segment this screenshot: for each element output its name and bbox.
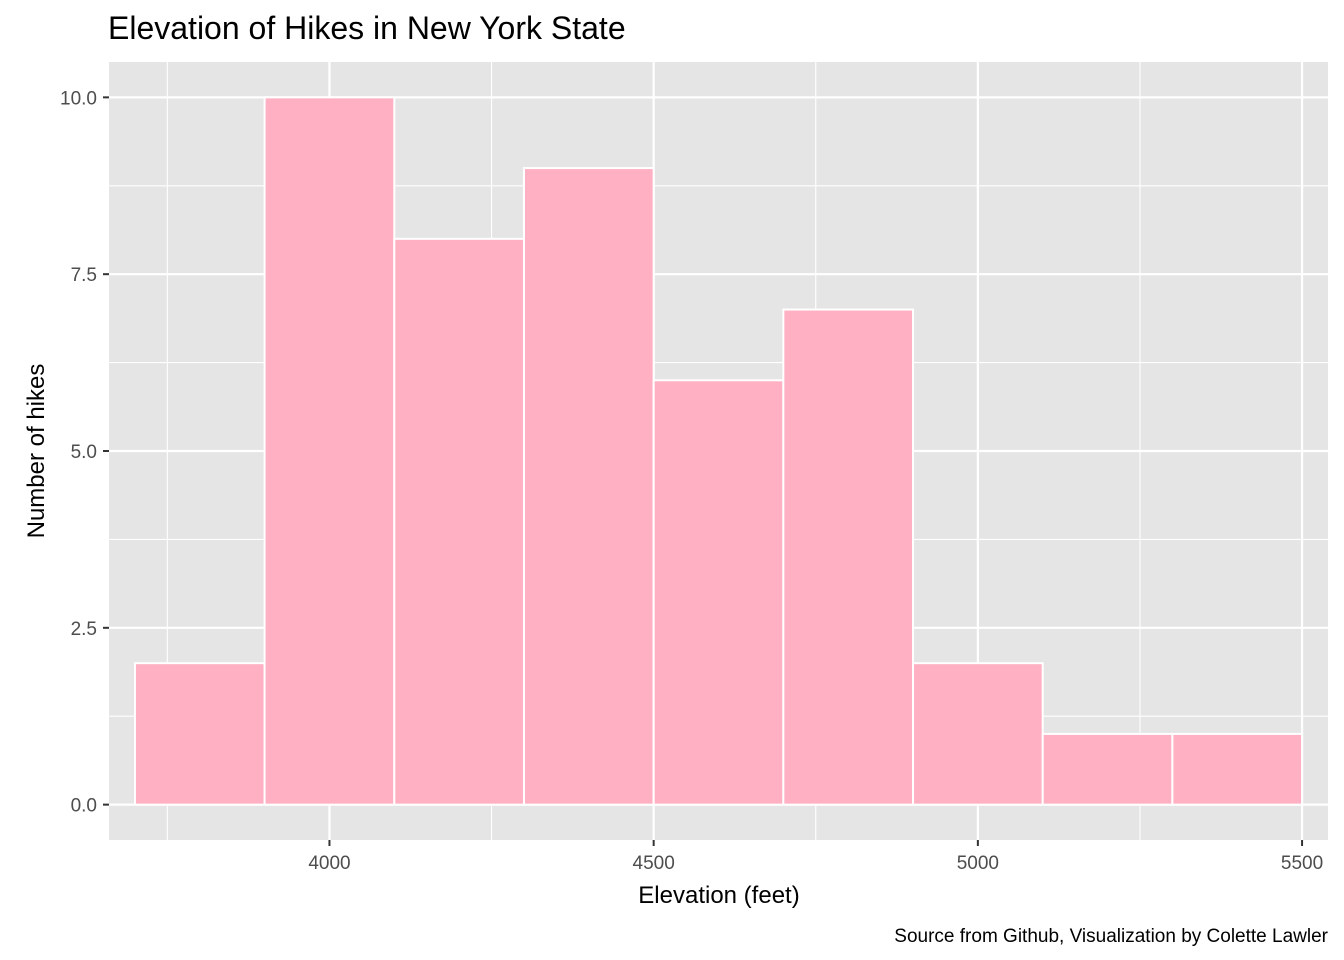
chart-caption: Source from Github, Visualization by Col… <box>894 926 1328 947</box>
histogram-bar <box>1171 732 1304 806</box>
x-tick-label: 5000 <box>957 853 999 874</box>
histogram-bar <box>912 662 1044 806</box>
chart-title: Elevation of Hikes in New York State <box>108 10 626 46</box>
y-tick-label: 10.0 <box>60 88 97 109</box>
histogram-bar <box>393 237 525 806</box>
histogram-bar <box>263 96 396 806</box>
x-tick-label: 4500 <box>633 853 675 874</box>
histogram-bar <box>133 662 266 806</box>
histogram-bar <box>652 379 785 806</box>
y-tick-label: 2.5 <box>71 619 97 640</box>
y-tick-label: 5.0 <box>71 442 97 463</box>
histogram-bars <box>133 96 1304 806</box>
y-tick-label: 7.5 <box>71 265 97 286</box>
histogram-bar <box>1041 732 1174 806</box>
histogram-bar <box>782 308 915 806</box>
x-tick-label: 4000 <box>308 853 350 874</box>
y-axis: 0.0 2.5 5.0 7.5 10.0 <box>60 88 109 817</box>
histogram-bar <box>522 167 655 806</box>
y-tick-label: 0.0 <box>71 796 97 817</box>
x-tick-label: 5500 <box>1281 853 1323 874</box>
y-axis-title: Number of hikes <box>23 364 50 539</box>
x-axis: 4000 4500 5000 5500 <box>308 840 1323 874</box>
x-axis-title: Elevation (feet) <box>638 882 799 909</box>
